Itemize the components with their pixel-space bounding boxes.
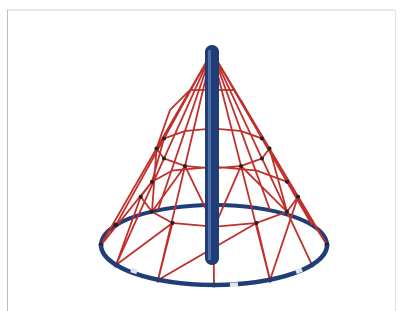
center-pole [205,45,219,265]
pole-highlight [208,50,211,260]
climbing-net-illustration [99,45,330,288]
page [0,0,410,311]
product-image [0,0,410,311]
